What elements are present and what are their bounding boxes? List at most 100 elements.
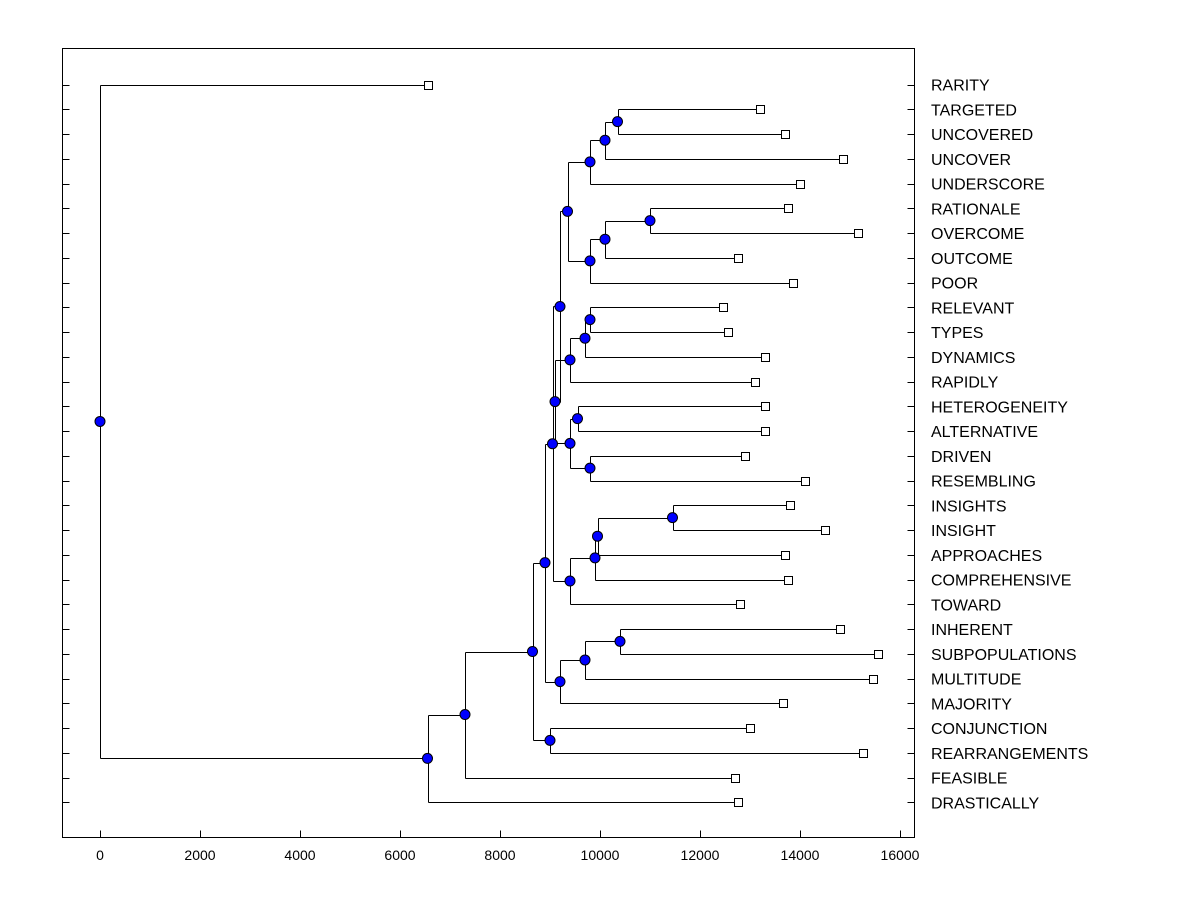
leaf-marker xyxy=(859,749,868,758)
merge-node xyxy=(564,575,576,587)
leaf-marker xyxy=(761,353,770,362)
leaf-marker xyxy=(751,378,760,387)
merge-node xyxy=(527,646,538,658)
merge-node xyxy=(94,415,106,427)
leaf-label: RARITY xyxy=(931,78,990,95)
leaf-label: RATIONALE xyxy=(931,201,1021,218)
merge-node xyxy=(667,512,678,524)
merge-node xyxy=(547,438,558,450)
merge-node xyxy=(644,215,656,227)
leaf-marker xyxy=(731,774,740,783)
leaf-marker xyxy=(869,675,878,684)
merge-node xyxy=(564,437,576,449)
x-tick-label: 10000 xyxy=(581,847,620,863)
merge-node xyxy=(592,530,603,542)
leaf-marker xyxy=(724,328,733,337)
leaf-label: RESEMBLING xyxy=(931,474,1036,491)
leaf-label: TYPES xyxy=(931,325,983,342)
leaf-label: TARGETED xyxy=(931,102,1017,119)
leaf-label: MAJORITY xyxy=(931,696,1012,713)
merge-node xyxy=(612,116,623,128)
merge-node xyxy=(422,752,433,764)
leaf-label: OVERCOME xyxy=(931,226,1024,243)
leaf-label: INSIGHTS xyxy=(931,498,1007,515)
merge-node xyxy=(584,462,596,474)
leaf-marker xyxy=(854,229,863,238)
leaf-marker xyxy=(784,576,793,585)
x-tick-label: 16000 xyxy=(881,847,920,863)
merge-node xyxy=(584,156,596,168)
leaf-marker xyxy=(801,477,810,486)
leaf-label: COMPREHENSIVE xyxy=(931,573,1071,590)
merge-node xyxy=(544,734,556,746)
merge-node xyxy=(572,413,583,425)
merge-node xyxy=(599,233,611,245)
x-tick-label: 14000 xyxy=(781,847,820,863)
merge-node xyxy=(459,709,471,721)
merge-node xyxy=(554,300,566,312)
leaf-marker xyxy=(756,105,765,114)
merge-node xyxy=(599,134,611,146)
leaf-label: CONJUNCTION xyxy=(931,721,1047,738)
leaf-marker xyxy=(796,180,805,189)
tick-labels: 0 2000 4000 6000 8000 10000 12000 14000 16000 xyxy=(96,847,920,863)
leaf-label: RAPIDLY xyxy=(931,375,999,392)
leaf-label: DRIVEN xyxy=(931,449,991,466)
leaf-marker xyxy=(761,427,770,436)
leaf-marker xyxy=(779,699,788,708)
leaf-marker xyxy=(784,204,793,213)
leaf-marker xyxy=(741,452,750,461)
branches xyxy=(100,85,879,803)
leaf-marker xyxy=(746,724,755,733)
x-tick-label: 0 xyxy=(96,847,104,863)
leaf-label: INHERENT xyxy=(931,622,1013,639)
leaf-label: POOR xyxy=(931,276,978,293)
leaf-marker xyxy=(761,402,770,411)
leaf-marker xyxy=(874,650,883,659)
axis-ticks xyxy=(62,85,915,838)
plot-frame xyxy=(62,48,915,838)
leaf-labels: RARITY TARGETED UNCOVERED UNCOVER UNDERSCORE… xyxy=(931,78,1088,813)
leaf-marker xyxy=(736,600,745,609)
x-tick-label: 8000 xyxy=(484,847,515,863)
leaf-label: APPROACHES xyxy=(931,548,1042,565)
leaf-marker xyxy=(781,551,790,560)
leaf-label: FEASIBLE xyxy=(931,771,1007,788)
leaf-label: SUBPOPULATIONS xyxy=(931,647,1077,664)
leaf-label: MULTITUDE xyxy=(931,672,1021,689)
leaf-label: REARRANGEMENTS xyxy=(931,746,1088,763)
leaf-label: UNDERSCORE xyxy=(931,177,1045,194)
leaf-marker xyxy=(719,303,728,312)
leaf-label: RELEVANT xyxy=(931,300,1015,317)
x-tick-label: 6000 xyxy=(384,847,415,863)
x-tick-label: 12000 xyxy=(681,847,720,863)
merge-node xyxy=(579,332,591,344)
merge-node xyxy=(584,255,596,267)
merge-node xyxy=(564,354,576,366)
leaf-marker xyxy=(836,625,845,634)
node-markers xyxy=(94,116,678,764)
leaf-label: UNCOVERED xyxy=(931,127,1033,144)
leaf-label: TOWARD xyxy=(931,597,1001,614)
leaf-marker xyxy=(781,130,790,139)
merge-node xyxy=(562,205,573,217)
leaf-marker xyxy=(839,155,848,164)
leaf-label: ALTERNATIVE xyxy=(931,424,1038,441)
leaf-marker xyxy=(789,279,798,288)
leaf-label: HETEROGENEITY xyxy=(931,399,1068,416)
leaf-label: DYNAMICS xyxy=(931,350,1015,367)
leaf-marker xyxy=(786,501,795,510)
leaf-marker xyxy=(734,798,743,807)
leaf-markers xyxy=(424,81,883,807)
leaf-label: DRASTICALLY xyxy=(931,795,1040,812)
leaf-label: UNCOVER xyxy=(931,152,1011,169)
leaf-label: OUTCOME xyxy=(931,251,1013,268)
leaf-label: INSIGHT xyxy=(931,523,996,540)
merge-node xyxy=(549,396,561,408)
leaf-marker xyxy=(821,526,830,535)
merge-node xyxy=(589,552,601,564)
leaf-marker xyxy=(734,254,743,263)
merge-node xyxy=(579,654,591,666)
merge-node xyxy=(614,635,626,647)
